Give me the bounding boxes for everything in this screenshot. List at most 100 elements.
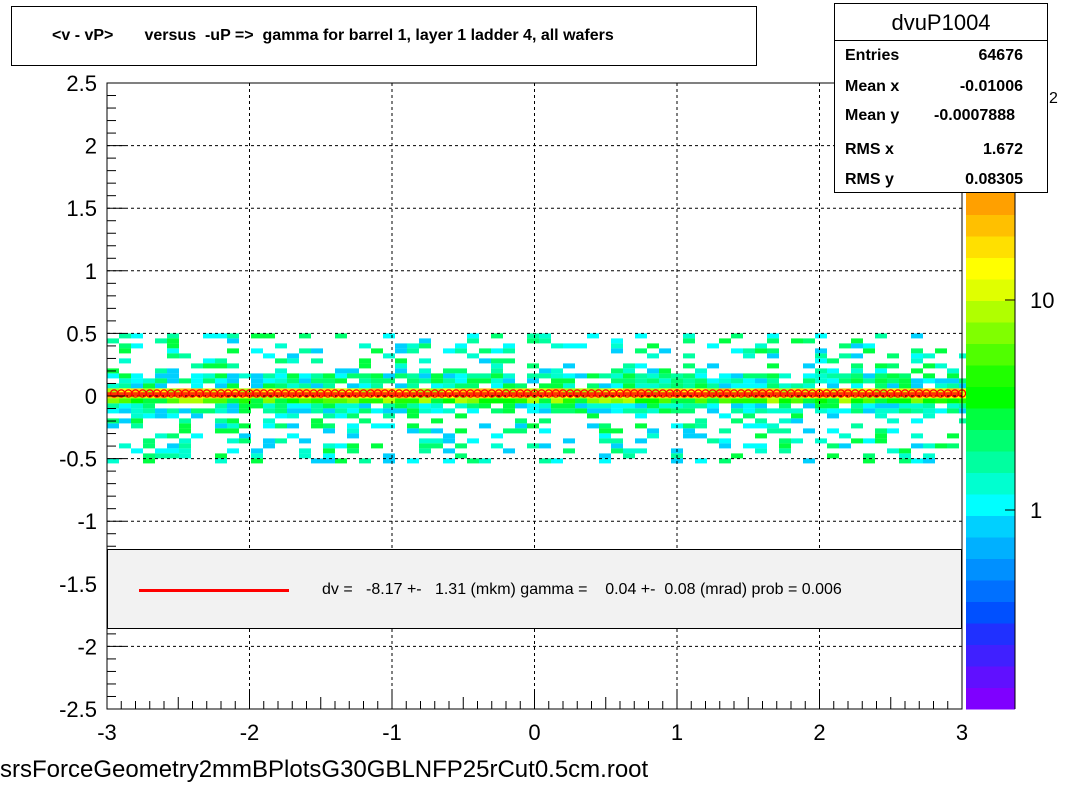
heatmap-cell <box>539 383 551 389</box>
heatmap-cell <box>779 443 791 449</box>
heatmap-cell <box>707 438 719 444</box>
heatmap-cell <box>539 403 551 409</box>
stat-value: -0.0007888 <box>934 107 1015 124</box>
color-scale-band <box>966 644 1015 667</box>
heatmap-cell <box>695 423 707 429</box>
heatmap-cell <box>263 373 275 379</box>
heatmap-cell <box>503 373 515 379</box>
heatmap-cell <box>251 453 263 459</box>
heatmap-cell <box>131 378 143 384</box>
heatmap-cell <box>707 403 719 409</box>
plot-title: <v - vP> versus -uP => gamma for barrel … <box>52 27 614 44</box>
heatmap-cell <box>287 383 299 389</box>
y-tick-label: 2.5 <box>66 71 97 96</box>
heatmap-cell <box>503 408 515 414</box>
x-tick-label: 1 <box>671 720 683 745</box>
heatmap-cell <box>407 458 419 464</box>
heatmap-cell <box>491 408 503 414</box>
stat-row-mean-x: Mean x -0.01006 <box>845 78 1023 100</box>
stat-row-rms-y: RMS y 0.08305 <box>845 171 1023 193</box>
color-scale-band <box>966 429 1015 452</box>
heatmap-cell <box>515 428 527 434</box>
heatmap-cell <box>347 413 359 419</box>
color-scale-band <box>966 558 1015 581</box>
heatmap-cell <box>203 363 215 369</box>
heatmap-cell <box>191 413 203 419</box>
heatmap-cell <box>299 398 311 404</box>
heatmap-cell <box>443 388 455 394</box>
heatmap-cell <box>755 343 767 349</box>
heatmap-cell <box>383 333 395 339</box>
heatmap-cell <box>863 398 875 404</box>
y-tick-labels: -2.5 -2 -1.5 -1 -0.5 0 0.5 1 1.5 2 2.5 <box>59 71 97 722</box>
heatmap-cell <box>239 373 251 379</box>
heatmap-cell <box>335 458 347 464</box>
heatmap-cell <box>887 418 899 424</box>
heatmap-cell <box>491 333 503 339</box>
heatmap-cell <box>683 403 695 409</box>
heatmap-cell <box>479 388 491 394</box>
heatmap-cell <box>755 408 767 414</box>
heatmap-cell <box>731 453 743 459</box>
x-tick-label: -2 <box>240 720 260 745</box>
heatmap-cell <box>779 448 791 454</box>
heatmap-cell <box>311 403 323 409</box>
heatmap-cell <box>779 408 791 414</box>
heatmap-cell <box>467 438 479 444</box>
heatmap-cell <box>587 413 599 419</box>
heatmap-cell <box>887 428 899 434</box>
heatmap-cell <box>203 398 215 404</box>
heatmap-cell <box>311 378 323 384</box>
heatmap-cell <box>323 403 335 409</box>
heatmap-cell <box>899 408 911 414</box>
heatmap-cell <box>599 383 611 389</box>
heatmap-cell <box>227 418 239 424</box>
heatmap-cell <box>191 383 203 389</box>
heatmap-cell <box>167 413 179 419</box>
heatmap-cell <box>899 458 911 464</box>
heatmap-cell <box>419 448 431 454</box>
heatmap-cell <box>395 403 407 409</box>
heatmap-cell <box>419 443 431 449</box>
heatmap-cell <box>155 408 167 414</box>
heatmap-cell <box>371 348 383 354</box>
heatmap-cell <box>767 363 779 369</box>
color-scale-band <box>966 666 1015 688</box>
heatmap-cell <box>803 373 815 379</box>
heatmap-cell <box>635 403 647 409</box>
heatmap-cell <box>875 438 887 444</box>
heatmap-cell <box>611 443 623 449</box>
heatmap-cell <box>779 388 791 394</box>
heatmap-cell <box>455 368 467 374</box>
heatmap-cell <box>119 398 131 404</box>
heatmap-cell <box>287 358 299 364</box>
y-tick-label: -1.5 <box>59 572 97 597</box>
heatmap-cell <box>947 408 959 414</box>
heatmap-cell <box>347 383 359 389</box>
heatmap-cell <box>131 413 143 419</box>
heatmap-cell <box>383 373 395 379</box>
heatmap-cell <box>359 408 371 414</box>
heatmap-cell <box>107 388 119 394</box>
heatmap-cell <box>263 398 275 404</box>
heatmap-cell <box>167 368 179 374</box>
heatmap-cell <box>947 383 959 389</box>
heatmap-cell <box>359 398 371 404</box>
heatmap-cell <box>743 353 755 359</box>
heatmap-cell <box>635 408 647 414</box>
heatmap-cell <box>899 388 911 394</box>
heatmap-cell <box>935 443 947 449</box>
heatmap-cell <box>131 403 143 409</box>
heatmap-cell <box>767 398 779 404</box>
heatmap-cell <box>395 373 407 379</box>
heatmap-cell <box>635 398 647 404</box>
heatmap-cell <box>371 378 383 384</box>
heatmap-cell <box>203 378 215 384</box>
heatmap-cell <box>251 348 263 354</box>
heatmap-cell <box>863 438 875 444</box>
heatmap-cell <box>743 413 755 419</box>
heatmap-cell <box>359 418 371 424</box>
stat-label: Mean x <box>845 78 900 95</box>
heatmap-cell <box>143 383 155 389</box>
heatmap-cell <box>131 423 143 429</box>
